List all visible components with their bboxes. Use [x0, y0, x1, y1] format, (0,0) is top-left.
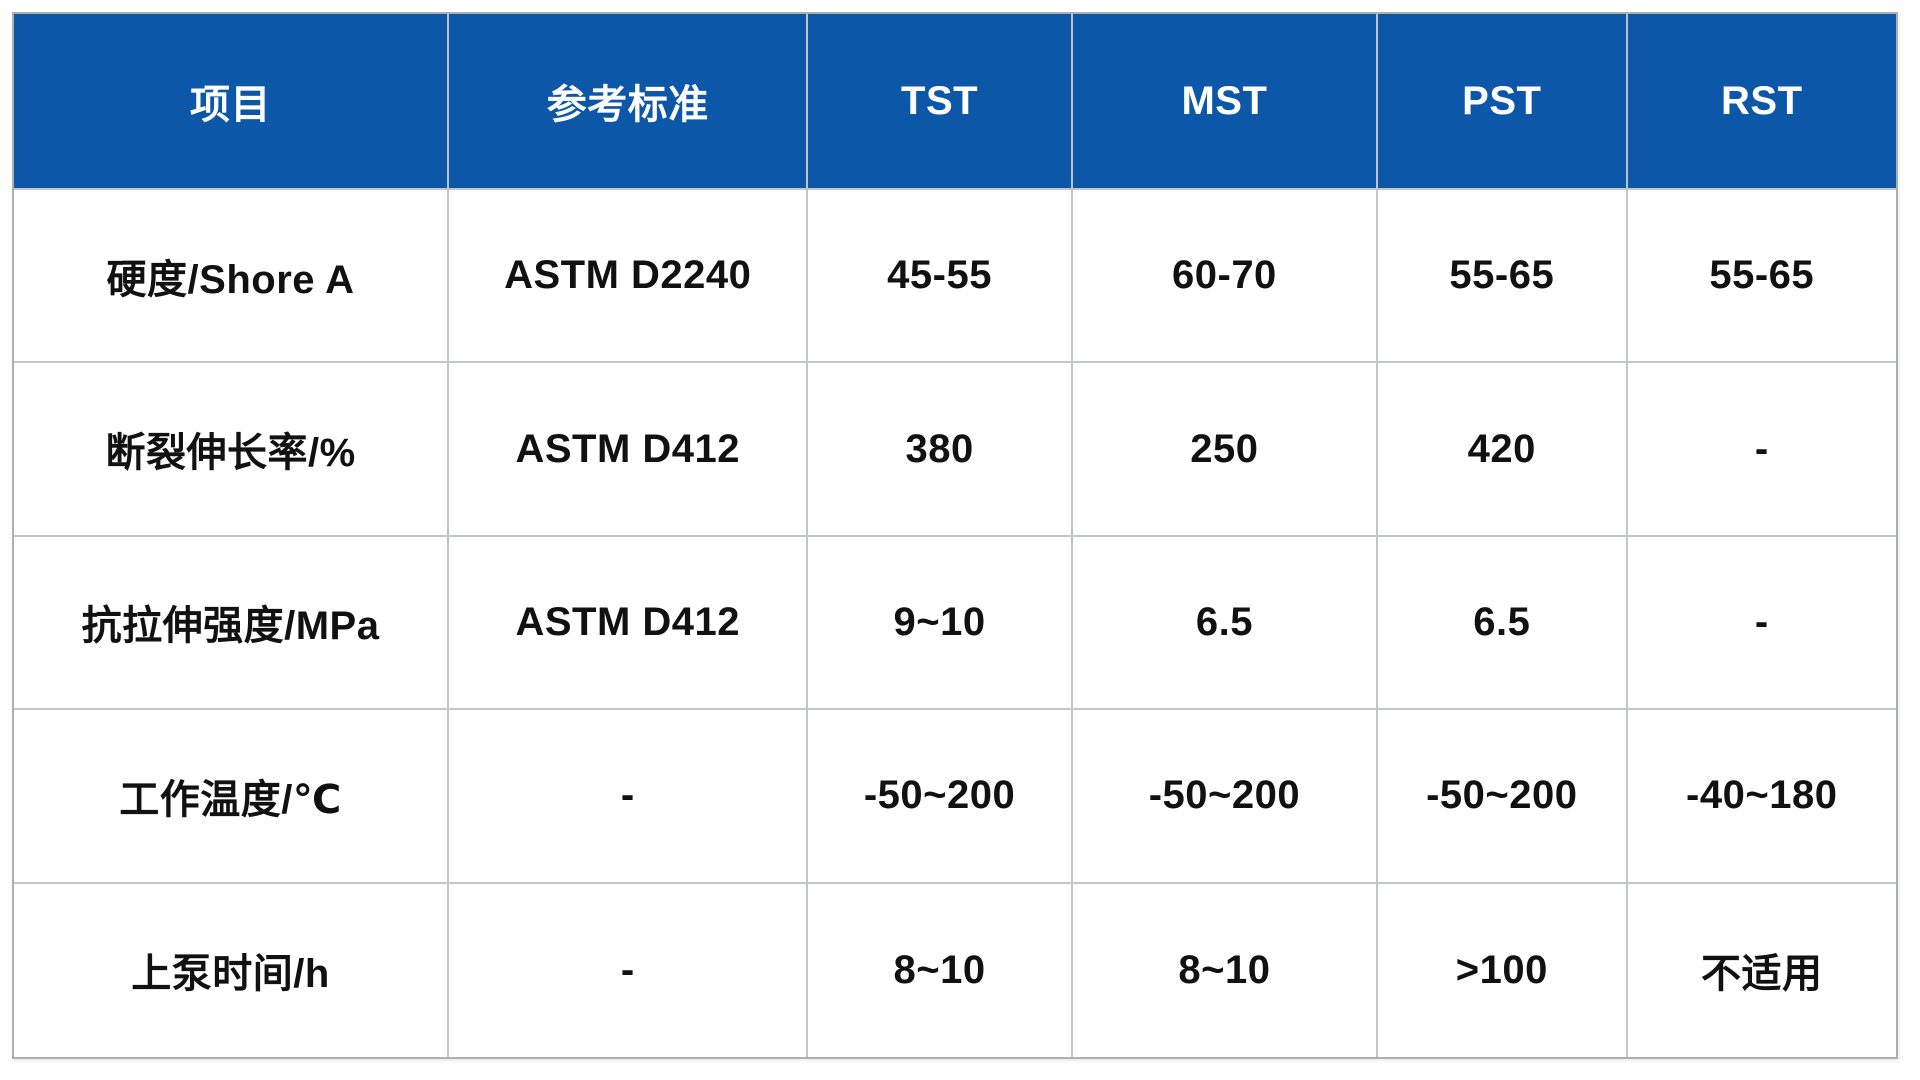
table-cell: 8~10: [1073, 883, 1379, 1057]
table-cell: 250: [1072, 363, 1379, 537]
table-cell: 55-65: [1627, 190, 1896, 364]
spec-table: 项目 参考标准 TST MST PST RST 硬度/Shore A ASTM …: [12, 12, 1898, 1059]
header-cell-mst: MST: [1072, 14, 1379, 190]
table-cell: 6.5: [1378, 536, 1628, 711]
table-cell: ASTM D2240: [449, 190, 809, 364]
table-cell: -: [1627, 537, 1896, 711]
table-cell: 60-70: [1072, 190, 1379, 364]
table-cell: 45-55: [808, 190, 1073, 364]
row-label-tensile-strength: 抗拉伸强度/MPa: [14, 536, 450, 711]
row-label-working-temperature: 工作温度/℃: [14, 710, 450, 884]
table-cell: 不适用: [1701, 952, 1823, 997]
header-cell-standard: 参考标准: [449, 14, 809, 190]
table-cell: -50~200: [808, 710, 1073, 884]
table-cell: -40~180: [1627, 710, 1896, 884]
table-cell: 6.5: [1072, 536, 1379, 711]
header-cell-rst: RST: [1627, 14, 1896, 190]
table-cell: >100: [1378, 883, 1628, 1057]
row-label-pump-time: 上泵时间/h: [14, 883, 450, 1057]
row-label-hardness: 硬度/Shore A: [14, 190, 450, 364]
header-cell-tst: TST: [808, 14, 1073, 190]
table-cell: ASTM D412: [449, 536, 809, 711]
table-cell: -: [449, 883, 809, 1057]
table-cell: -: [449, 710, 809, 884]
header-cell-pst: PST: [1378, 14, 1628, 190]
table-cell: -: [1627, 363, 1896, 537]
header-cell-item: 项目: [14, 14, 450, 190]
table-cell: 420: [1378, 363, 1628, 537]
table-cell: ASTM D412: [449, 363, 809, 537]
table-cell: -50~200: [1072, 710, 1379, 884]
table-cell: 380: [808, 363, 1073, 537]
row-label-elongation: 断裂伸长率/%: [14, 363, 450, 537]
table-cell: -50~200: [1378, 710, 1628, 884]
table-cell: 55-65: [1378, 190, 1628, 364]
table-cell: 8~10: [808, 883, 1073, 1057]
table-cell: 9~10: [808, 536, 1073, 711]
